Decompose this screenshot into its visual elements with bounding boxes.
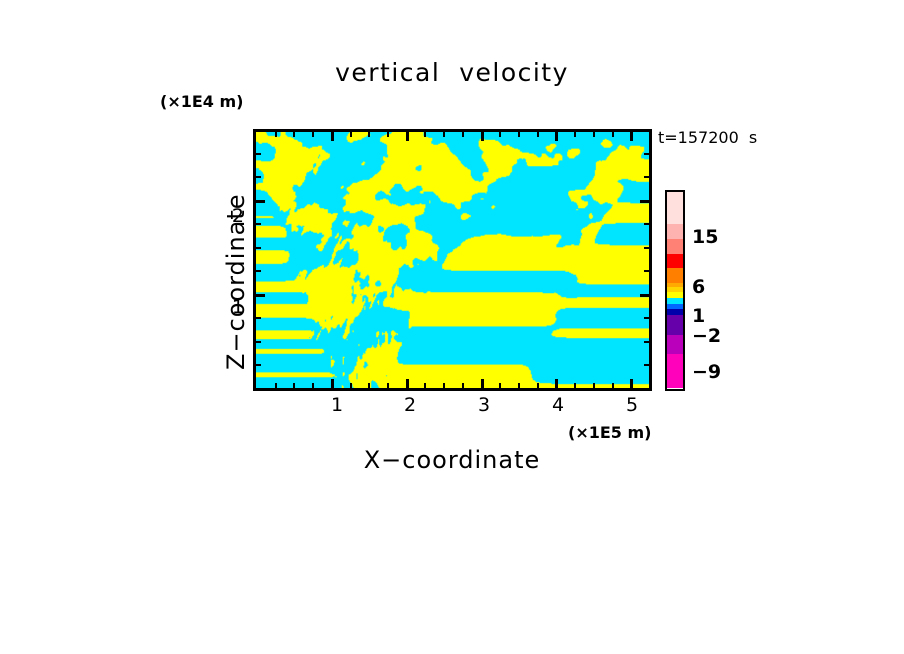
colorbar <box>665 190 685 391</box>
x-tick-bottom <box>330 379 334 388</box>
y-tick-label-2: 2 <box>231 205 244 227</box>
x-tick-bottom <box>518 383 520 388</box>
colorbar-label-1: 1 <box>692 305 706 327</box>
x-axis-unit-label: (×1E5 m) <box>568 423 652 442</box>
x-tick-bottom <box>630 379 634 388</box>
x-tick-label-2: 2 <box>403 394 417 416</box>
y-tick-right <box>644 364 649 367</box>
y-tick-right <box>644 340 649 343</box>
x-tick-bottom <box>443 383 446 388</box>
y-tick-left <box>256 246 261 249</box>
x-tick-bottom <box>480 379 484 388</box>
x-tick-top <box>293 132 296 137</box>
y-tick-left <box>256 152 261 155</box>
y-tick-right <box>644 246 649 249</box>
colorbar-band-13 <box>667 354 683 388</box>
x-tick-top <box>592 132 595 137</box>
x-axis-title: X−coordinate <box>363 446 541 474</box>
velocity-field-heatmap <box>256 132 649 388</box>
x-tick-top <box>518 132 520 137</box>
x-tick-bottom <box>368 383 371 388</box>
colorbar-band-12 <box>667 334 683 355</box>
colorbar-label-minus9: −9 <box>692 361 722 383</box>
x-tick-top <box>387 132 389 137</box>
x-tick-bottom <box>461 383 464 388</box>
y-axis-unit-label: (×1E4 m) <box>160 92 244 111</box>
x-tick-label-1: 1 <box>330 394 344 416</box>
x-tick-bottom <box>405 379 409 388</box>
colorbar-band-7 <box>667 291 683 298</box>
x-tick-top <box>274 132 277 137</box>
x-tick-top <box>499 132 502 137</box>
y-tick-right <box>640 199 649 203</box>
x-tick-top <box>630 132 634 141</box>
x-tick-top <box>330 132 334 141</box>
y-tick-right <box>644 223 649 226</box>
x-tick-label-4: 4 <box>551 394 565 416</box>
x-tick-top <box>368 132 371 137</box>
colorbar-band-9 <box>667 303 683 310</box>
y-tick-left <box>256 293 265 297</box>
x-tick-bottom <box>574 383 577 388</box>
x-tick-bottom <box>424 383 427 388</box>
colorbar-band-11 <box>667 315 683 335</box>
colorbar-label-minus2: −2 <box>692 325 722 347</box>
x-tick-bottom <box>649 383 651 388</box>
x-tick-bottom <box>592 383 595 388</box>
x-tick-top <box>611 132 614 137</box>
x-tick-top <box>555 132 559 141</box>
x-tick-top <box>424 132 427 137</box>
x-tick-label-5: 5 <box>625 394 639 416</box>
x-tick-top <box>574 132 577 137</box>
x-tick-top <box>405 132 409 141</box>
colorbar-band-0 <box>667 192 683 225</box>
y-tick-label-1: 1 <box>231 296 244 318</box>
x-tick-bottom <box>349 383 352 388</box>
x-tick-top <box>649 132 651 137</box>
y-tick-right <box>644 317 649 320</box>
y-tick-right <box>640 293 649 297</box>
x-tick-bottom <box>536 383 539 388</box>
y-tick-left <box>256 364 261 367</box>
x-tick-bottom <box>312 383 315 388</box>
x-tick-top <box>349 132 352 137</box>
x-tick-bottom <box>555 379 559 388</box>
colorbar-label-6: 6 <box>692 276 706 298</box>
x-tick-top <box>461 132 464 137</box>
y-tick-left <box>256 176 261 179</box>
colorbar-band-8 <box>667 297 683 304</box>
colorbar-band-4 <box>667 268 683 284</box>
x-tick-bottom <box>274 383 277 388</box>
x-tick-bottom <box>387 383 389 388</box>
y-tick-right <box>644 270 649 273</box>
plot-area <box>253 129 652 391</box>
chart-title: vertical velocity <box>335 58 569 87</box>
x-tick-label-3: 3 <box>477 394 491 416</box>
colorbar-band-6 <box>667 287 683 292</box>
colorbar-band-5 <box>667 283 683 288</box>
x-tick-top <box>443 132 446 137</box>
y-tick-left <box>256 223 261 226</box>
x-tick-bottom <box>293 383 296 388</box>
colorbar-band-10 <box>667 309 683 316</box>
colorbar-band-3 <box>667 253 683 269</box>
time-annotation: t=157200 s <box>658 128 758 147</box>
y-tick-right <box>644 152 649 155</box>
colorbar-label-15: 15 <box>692 226 719 248</box>
y-tick-left <box>256 199 265 203</box>
y-tick-left <box>256 340 261 343</box>
y-tick-left <box>256 317 261 320</box>
y-tick-left <box>256 270 261 273</box>
x-tick-top <box>312 132 315 137</box>
x-tick-top <box>480 132 484 141</box>
x-tick-top <box>536 132 539 137</box>
x-tick-bottom <box>499 383 502 388</box>
colorbar-band-1 <box>667 224 683 240</box>
y-tick-right <box>644 176 649 179</box>
colorbar-band-2 <box>667 239 683 254</box>
x-tick-bottom <box>611 383 614 388</box>
